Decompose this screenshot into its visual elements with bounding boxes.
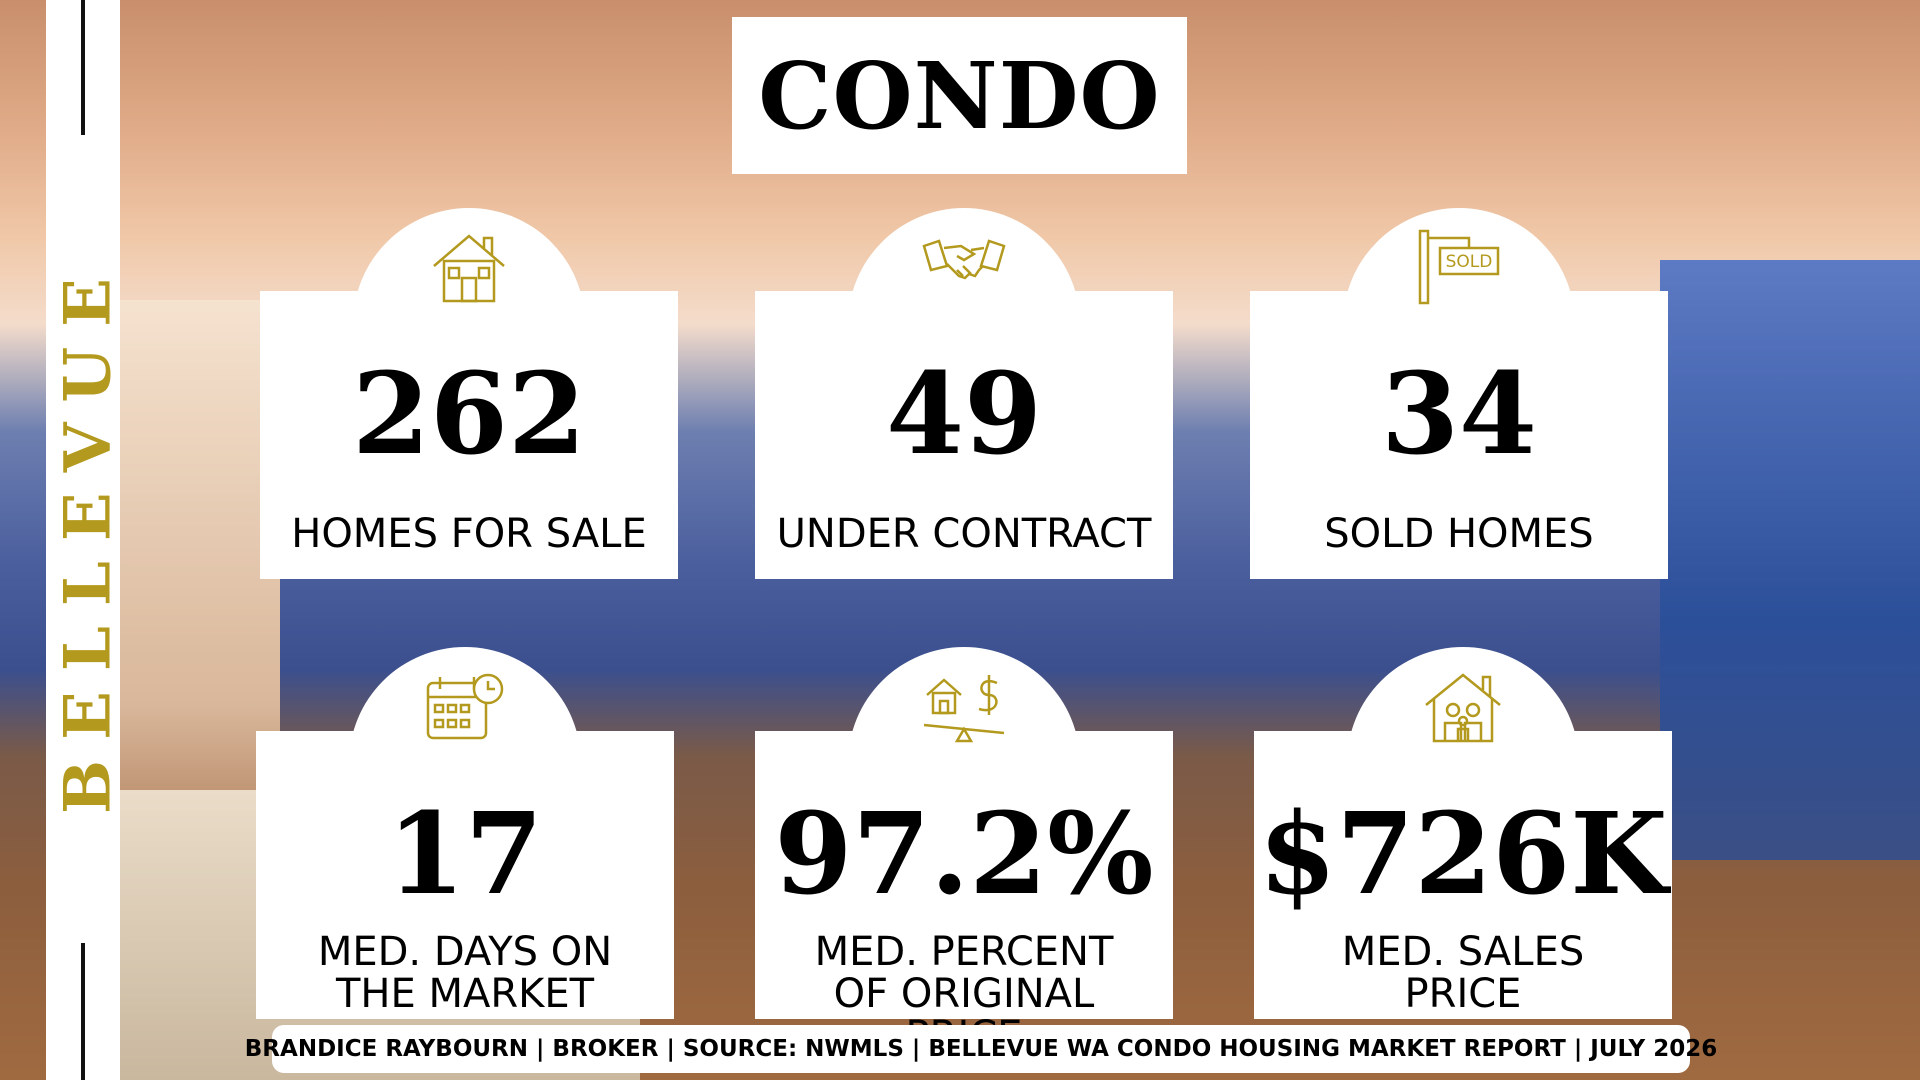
title-box: CONDO <box>732 17 1187 174</box>
stat-label: MED. DAYS ON THE MARKET <box>317 929 613 1017</box>
stat-icon <box>1425 673 1501 743</box>
stat-card: 34 SOLD HOMES <box>1250 291 1668 579</box>
stat-card: $726K MED. SALES PRICE <box>1254 731 1672 1019</box>
stat-value: 97.2% <box>774 789 1154 920</box>
stat-icon: SOLD <box>1418 229 1500 305</box>
stat-card: 97.2%MED. PERCENT OF ORIGINAL PRICE <box>755 731 1173 1057</box>
background-wall <box>120 300 280 880</box>
side-line <box>81 943 85 1080</box>
stat-icon <box>426 673 504 740</box>
stat-value: 49 <box>886 349 1042 480</box>
stat-value: 262 <box>352 349 586 480</box>
side-label: BELLEVUE <box>50 258 126 814</box>
stat-label: SOLD HOMES <box>1324 511 1594 557</box>
stat-icon <box>922 239 1006 280</box>
side-strip <box>46 0 120 1080</box>
stat-card: 262 HOMES FOR SALE <box>260 291 678 579</box>
stat-label: UNDER CONTRACT <box>776 511 1152 557</box>
background-window <box>1660 260 1920 860</box>
stat-value: $726K <box>1258 789 1668 920</box>
stat-value: 34 <box>1381 349 1537 480</box>
stat-label: MED. SALES PRICE <box>1341 929 1585 1017</box>
stat-card: 49 UNDER CONTRACT <box>755 291 1173 579</box>
stat-value: 17 <box>387 789 543 920</box>
title: CONDO <box>758 41 1161 150</box>
icon-text: SOLD <box>1446 252 1493 272</box>
stat-label: HOMES FOR SALE <box>291 511 647 557</box>
footer: BRANDICE RAYBOURN | BROKER | SOURCE: NWM… <box>245 1025 1717 1073</box>
side-line <box>81 0 85 135</box>
stat-label: MED. PERCENT OF ORIGINAL PRICE <box>814 929 1114 1057</box>
stat-card: 17 MED. DAYS ON THE MARKET <box>256 731 674 1019</box>
stat-icon <box>923 675 1005 743</box>
stat-icon <box>433 234 505 303</box>
